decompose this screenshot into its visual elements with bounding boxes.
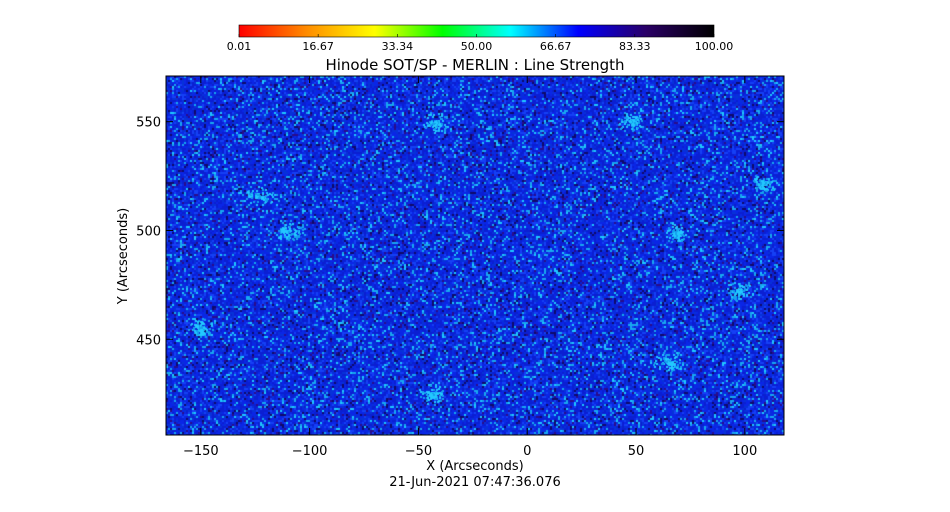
colorbar-tick-label: 66.67: [540, 40, 572, 53]
colorbar-tick-label: 33.34: [382, 40, 414, 53]
chart-title: Hinode SOT/SP - MERLIN : Line Strength: [325, 56, 624, 74]
plot-frame: [165, 75, 785, 436]
x-tick-label: 50: [628, 444, 645, 459]
heatmap-texture: [166, 76, 784, 435]
x-tick-label: −100: [292, 444, 328, 459]
colorbar-tick-label: 100.00: [695, 40, 734, 53]
x-tick-label: −150: [183, 444, 219, 459]
colorbar-tick-label: 16.67: [302, 40, 334, 53]
y-tick-label: 450: [136, 333, 161, 348]
colorbar-tick-label: 0.01: [227, 40, 252, 53]
y-axis-ticks: 450 500 550: [136, 116, 784, 348]
timestamp: 21-Jun-2021 07:47:36.076: [389, 475, 561, 490]
y-tick-label: 500: [136, 224, 161, 239]
colorbar-ticks: 0.01 16.67 33.34 50.00 66.67 83.33 100.00: [227, 34, 734, 53]
x-tick-label: 100: [732, 444, 757, 459]
heatmap-image: [166, 76, 784, 435]
x-axis-ticks: −150 −100 −50 0 50 100: [183, 76, 757, 459]
y-tick-label: 550: [136, 116, 161, 131]
colorbar-tick-label: 50.00: [461, 40, 493, 53]
x-tick-label: −50: [405, 444, 432, 459]
x-tick-label: 0: [523, 444, 531, 459]
colorbar-tick-label: 83.33: [619, 40, 651, 53]
y-axis-label: Y (Arcseconds): [116, 208, 131, 305]
x-axis-label: X (Arcseconds): [426, 459, 523, 474]
